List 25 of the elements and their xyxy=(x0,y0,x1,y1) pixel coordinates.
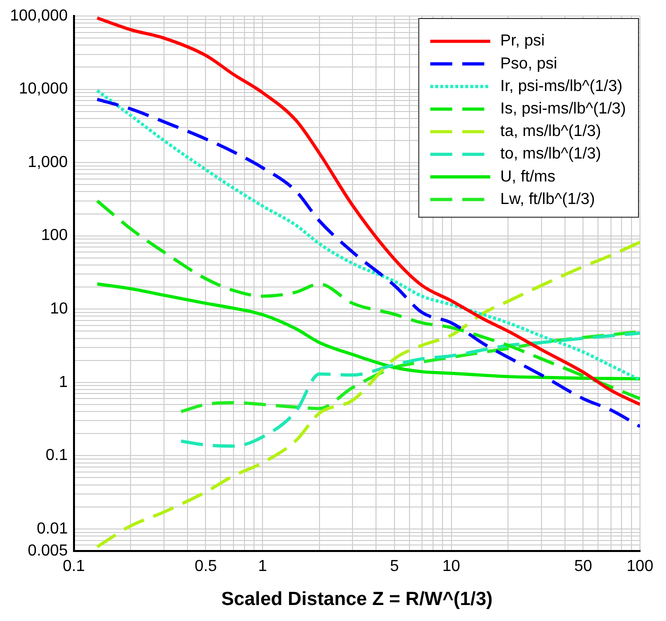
x-tick-label: 1 xyxy=(258,558,268,576)
x-axis-title: Scaled Distance Z = R/W^(1/3) xyxy=(221,588,493,610)
x-tick-label: 0.1 xyxy=(62,558,86,576)
legend-label: Lw, ft/lb^(1/3) xyxy=(500,190,595,208)
legend-label: to, ms/lb^(1/3) xyxy=(500,146,602,163)
y-tick-label: 0.005 xyxy=(28,542,68,560)
legend-label: Pr, psi xyxy=(500,32,545,50)
y-tick-label: 10,000 xyxy=(18,80,68,98)
x-tick-label: 0.5 xyxy=(194,558,217,576)
legend-label: Pso, psi xyxy=(500,55,558,72)
y-tick-label: 0.01 xyxy=(36,520,68,538)
legend-label: ta, ms/lb^(1/3) xyxy=(500,123,602,140)
x-tick-label: 50 xyxy=(574,558,592,576)
y-tick-label: 10 xyxy=(50,300,68,318)
y-tick-label: 1,000 xyxy=(28,154,68,171)
legend-label: Ir, psi-ms/lb^(1/3) xyxy=(500,78,622,95)
y-tick-label: 0.1 xyxy=(46,447,68,464)
x-tick-label: 5 xyxy=(390,558,400,576)
y-tick-label: 100,000 xyxy=(10,7,68,24)
legend-label: Is, psi-ms/lb^(1/3) xyxy=(500,100,626,118)
x-tick-label: 10 xyxy=(442,558,460,576)
legend-label: U, ft/ms xyxy=(500,168,556,186)
x-tick-label: 100 xyxy=(626,558,654,576)
y-tick-label: 100 xyxy=(41,227,68,244)
y-tick-label: 1 xyxy=(58,374,68,391)
